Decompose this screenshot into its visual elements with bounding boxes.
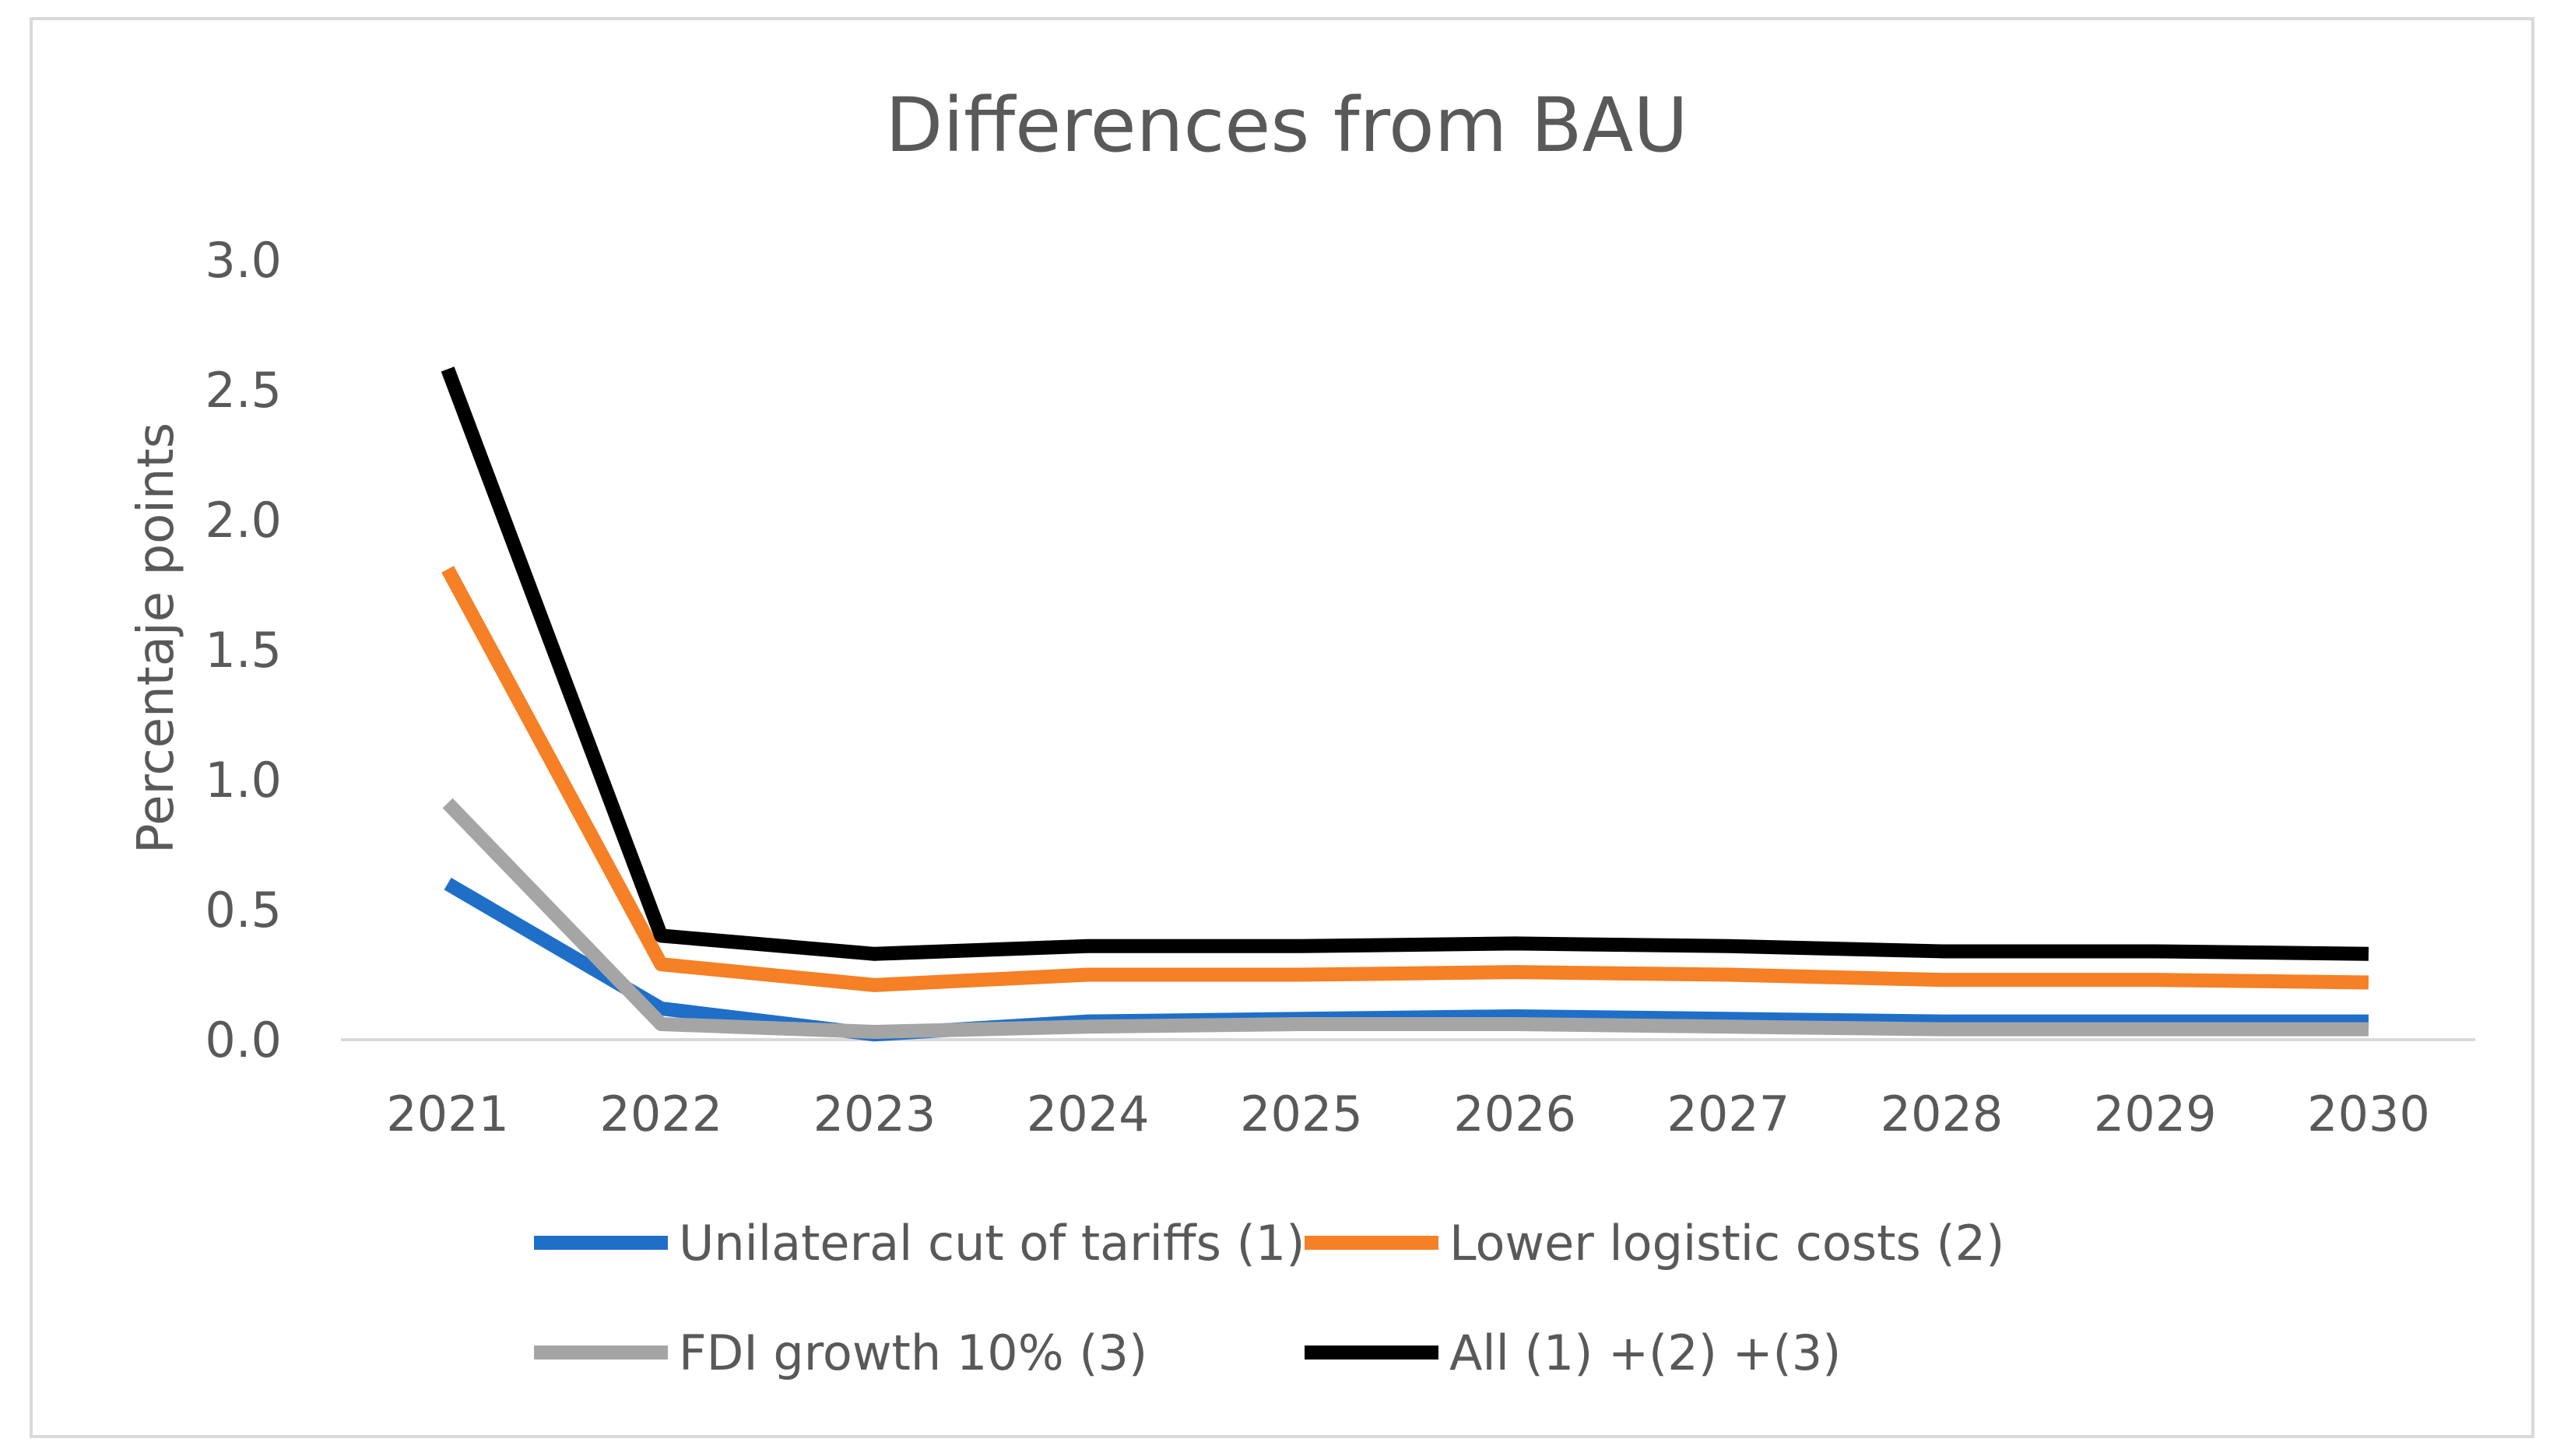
legend-label: All (1) +(2) +(3) (1449, 1324, 1841, 1381)
legend-item: FDI growth 10% (3) (534, 1324, 1147, 1381)
series-line-2 (441, 566, 2369, 992)
x-tick-label: 2025 (1240, 1086, 1363, 1142)
y-tick-label: 0.5 (205, 882, 282, 939)
series-line-3 (442, 798, 2369, 1039)
y-tick-label: 1.0 (205, 752, 282, 809)
series-line-4 (441, 367, 2369, 961)
x-tick-label: 2027 (1667, 1086, 1790, 1142)
x-tick-label: 2021 (386, 1086, 509, 1142)
series-line-1 (444, 877, 2369, 1042)
legend-item: Unilateral cut of tariffs (1) (534, 1215, 1305, 1272)
x-tick-label: 2026 (1453, 1086, 1576, 1142)
x-tick-label: 2024 (1027, 1086, 1150, 1142)
y-axis: 0.0 0.5 1.0 1.5 2.0 2.5 3.0 (205, 232, 282, 1068)
legend-label: FDI growth 10% (3) (679, 1324, 1147, 1381)
y-tick-label: 2.0 (205, 492, 282, 549)
y-tick-label: 0.0 (205, 1012, 282, 1068)
legend-item: Lower logistic costs (2) (1305, 1215, 2004, 1272)
y-tick-label: 1.5 (205, 622, 282, 679)
legend: Unilateral cut of tariffs (1) Lower logis… (534, 1215, 2004, 1381)
x-tick-label: 2029 (2094, 1086, 2217, 1142)
x-tick-label: 2023 (813, 1086, 936, 1142)
x-tick-label: 2028 (1881, 1086, 2004, 1142)
x-tick-label: 2030 (2307, 1086, 2430, 1142)
y-tick-label: 2.5 (205, 362, 282, 419)
legend-label: Lower logistic costs (2) (1449, 1215, 2004, 1272)
y-axis-title: Percentaje points (128, 423, 185, 854)
series-lines (441, 367, 2369, 1042)
x-axis: 2021 2022 2023 2024 2025 2026 2027 2028 2029 2030 (386, 1086, 2430, 1142)
chart-frame (30, 17, 2534, 1438)
legend-label: Unilateral cut of tariffs (1) (679, 1215, 1305, 1272)
x-tick-label: 2022 (599, 1086, 722, 1142)
chart-title: Differences from BAU (885, 82, 1688, 169)
legend-item: All (1) +(2) +(3) (1305, 1324, 1841, 1381)
y-tick-label: 3.0 (205, 232, 282, 289)
